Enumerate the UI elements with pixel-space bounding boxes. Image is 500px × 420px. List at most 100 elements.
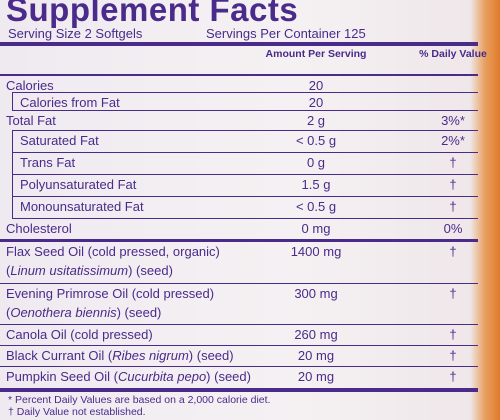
amount: 260 mg bbox=[294, 327, 338, 342]
name-segment: ) (seed) bbox=[206, 369, 251, 384]
rule bbox=[12, 218, 478, 219]
nutrient-name: Pumpkin Seed Oil (Cucurbita pepo) (seed) bbox=[6, 367, 251, 386]
daily-value: 3%* bbox=[441, 113, 465, 128]
amount: 2 g bbox=[306, 113, 326, 128]
name-segment: Flax Seed Oil (cold pressed, organic) bbox=[6, 244, 220, 259]
rule bbox=[0, 345, 478, 346]
nutrient-name: Flax Seed Oil (cold pressed, organic) (Li… bbox=[6, 242, 220, 280]
name-segment: Saturated Fat bbox=[20, 133, 99, 148]
amount: 20 bbox=[308, 95, 324, 110]
name-line: Trans Fat bbox=[20, 153, 75, 172]
name-segment: Evening Primrose Oil (cold pressed) bbox=[6, 286, 215, 301]
amount: 0 g bbox=[306, 155, 326, 170]
footnote: * Percent Daily Values are based on a 2,… bbox=[8, 394, 271, 406]
name-line: Flax Seed Oil (cold pressed, organic) bbox=[6, 242, 220, 261]
name-segment: Total Fat bbox=[6, 113, 56, 128]
name-segment: Calories bbox=[6, 78, 54, 93]
daily-value: † bbox=[449, 369, 457, 384]
row-box bbox=[12, 131, 479, 152]
amount: 20 mg bbox=[297, 369, 335, 384]
row-box bbox=[12, 153, 479, 174]
rule bbox=[12, 110, 478, 111]
name-line: Saturated Fat bbox=[20, 131, 99, 150]
amount: 1.5 g bbox=[301, 177, 331, 192]
nutrient-name: Monounsaturated Fat bbox=[20, 197, 144, 216]
name-segment: Cucurbita pepo bbox=[118, 369, 207, 384]
daily-value: † bbox=[449, 155, 457, 170]
footnote: † Daily Value not established. bbox=[8, 406, 146, 418]
name-segment: Polyunsaturated Fat bbox=[20, 177, 137, 192]
name-line: Calories from Fat bbox=[20, 93, 120, 112]
name-line: Canola Oil (cold pressed) bbox=[6, 325, 153, 344]
nutrient-name: Black Currant Oil (Ribes nigrum) (seed) bbox=[6, 346, 234, 365]
name-line: Cholesterol bbox=[6, 219, 72, 238]
daily-value: † bbox=[449, 327, 457, 342]
amount: 20 mg bbox=[297, 348, 335, 363]
name-segment: Canola Oil (cold pressed) bbox=[6, 327, 153, 342]
nutrient-name: Calories from Fat bbox=[20, 93, 120, 112]
daily-value: † bbox=[449, 286, 457, 301]
nutrient-name: Total Fat bbox=[6, 111, 56, 130]
amount: 300 mg bbox=[294, 286, 338, 301]
rule bbox=[0, 366, 478, 367]
amount: < 0.5 g bbox=[295, 199, 337, 214]
name-segment: ) (seed) bbox=[188, 348, 234, 363]
rule bbox=[0, 388, 478, 389]
nutrient-name: Polyunsaturated Fat bbox=[20, 175, 136, 194]
name-segment: ) (seed) bbox=[116, 305, 162, 320]
name-segment: Ribes nigrum bbox=[112, 348, 189, 363]
thick-rule bbox=[0, 389, 478, 392]
name-line: (Oenothera biennis) (seed) bbox=[6, 303, 214, 322]
name-segment: Monounsaturated Fat bbox=[20, 199, 144, 214]
name-segment: Black Currant Oil ( bbox=[6, 348, 113, 363]
name-segment: Cholesterol bbox=[6, 221, 72, 236]
name-segment: Trans Fat bbox=[20, 155, 76, 170]
thick-rule bbox=[0, 42, 478, 46]
daily-value: † bbox=[449, 244, 457, 259]
rule bbox=[12, 130, 478, 131]
name-line: Pumpkin Seed Oil (Cucurbita pepo) (seed) bbox=[6, 367, 251, 386]
daily-value: 2%* bbox=[441, 133, 465, 148]
amount: 1400 mg bbox=[290, 244, 342, 259]
rule bbox=[12, 92, 478, 93]
name-line: Calories bbox=[6, 76, 54, 95]
amount-header: Amount Per Serving bbox=[265, 48, 367, 60]
nutrient-name: Saturated Fat bbox=[20, 131, 99, 150]
name-line: (Linum usitatissimum) (seed) bbox=[6, 261, 220, 280]
name-segment: Pumpkin Seed Oil ( bbox=[6, 369, 118, 384]
nutrient-name: Trans Fat bbox=[20, 153, 75, 172]
name-segment: ( bbox=[6, 263, 11, 278]
serving-size: Serving Size 2 Softgels bbox=[8, 26, 143, 41]
servings-per-container: Servings Per Container 125 bbox=[206, 26, 366, 41]
daily-value: † bbox=[449, 199, 457, 214]
daily-value-header: % Daily Value bbox=[419, 48, 487, 60]
name-segment: Calories from Fat bbox=[20, 95, 120, 110]
nutrient-name: Canola Oil (cold pressed) bbox=[6, 325, 153, 344]
rule bbox=[12, 196, 478, 197]
name-segment: ( bbox=[6, 305, 11, 320]
rule bbox=[0, 283, 478, 284]
name-segment: Linum usitatissimum bbox=[10, 263, 129, 278]
rule bbox=[0, 239, 478, 242]
daily-value: † bbox=[449, 177, 457, 192]
name-segment: Oenothera biennis bbox=[10, 305, 117, 320]
row-box bbox=[12, 175, 479, 196]
title: Supplement Facts bbox=[6, 0, 299, 28]
rule bbox=[0, 324, 478, 325]
daily-value: 0% bbox=[443, 221, 463, 236]
rule bbox=[12, 152, 478, 153]
amount: 20 bbox=[308, 78, 324, 93]
amount: 0 mg bbox=[301, 221, 331, 236]
daily-value: † bbox=[449, 348, 457, 363]
name-line: Polyunsaturated Fat bbox=[20, 175, 136, 194]
name-line: Black Currant Oil (Ribes nigrum) (seed) bbox=[6, 346, 234, 365]
name-segment: ) (seed) bbox=[128, 263, 173, 278]
name-line: Evening Primrose Oil (cold pressed) bbox=[6, 284, 214, 303]
row-box bbox=[12, 93, 479, 110]
row-box bbox=[12, 197, 479, 218]
nutrient-name: Calories bbox=[6, 76, 54, 95]
nutrient-name: Evening Primrose Oil (cold pressed) (Oeno… bbox=[6, 284, 214, 322]
rule bbox=[0, 74, 478, 76]
name-line: Total Fat bbox=[6, 111, 56, 130]
